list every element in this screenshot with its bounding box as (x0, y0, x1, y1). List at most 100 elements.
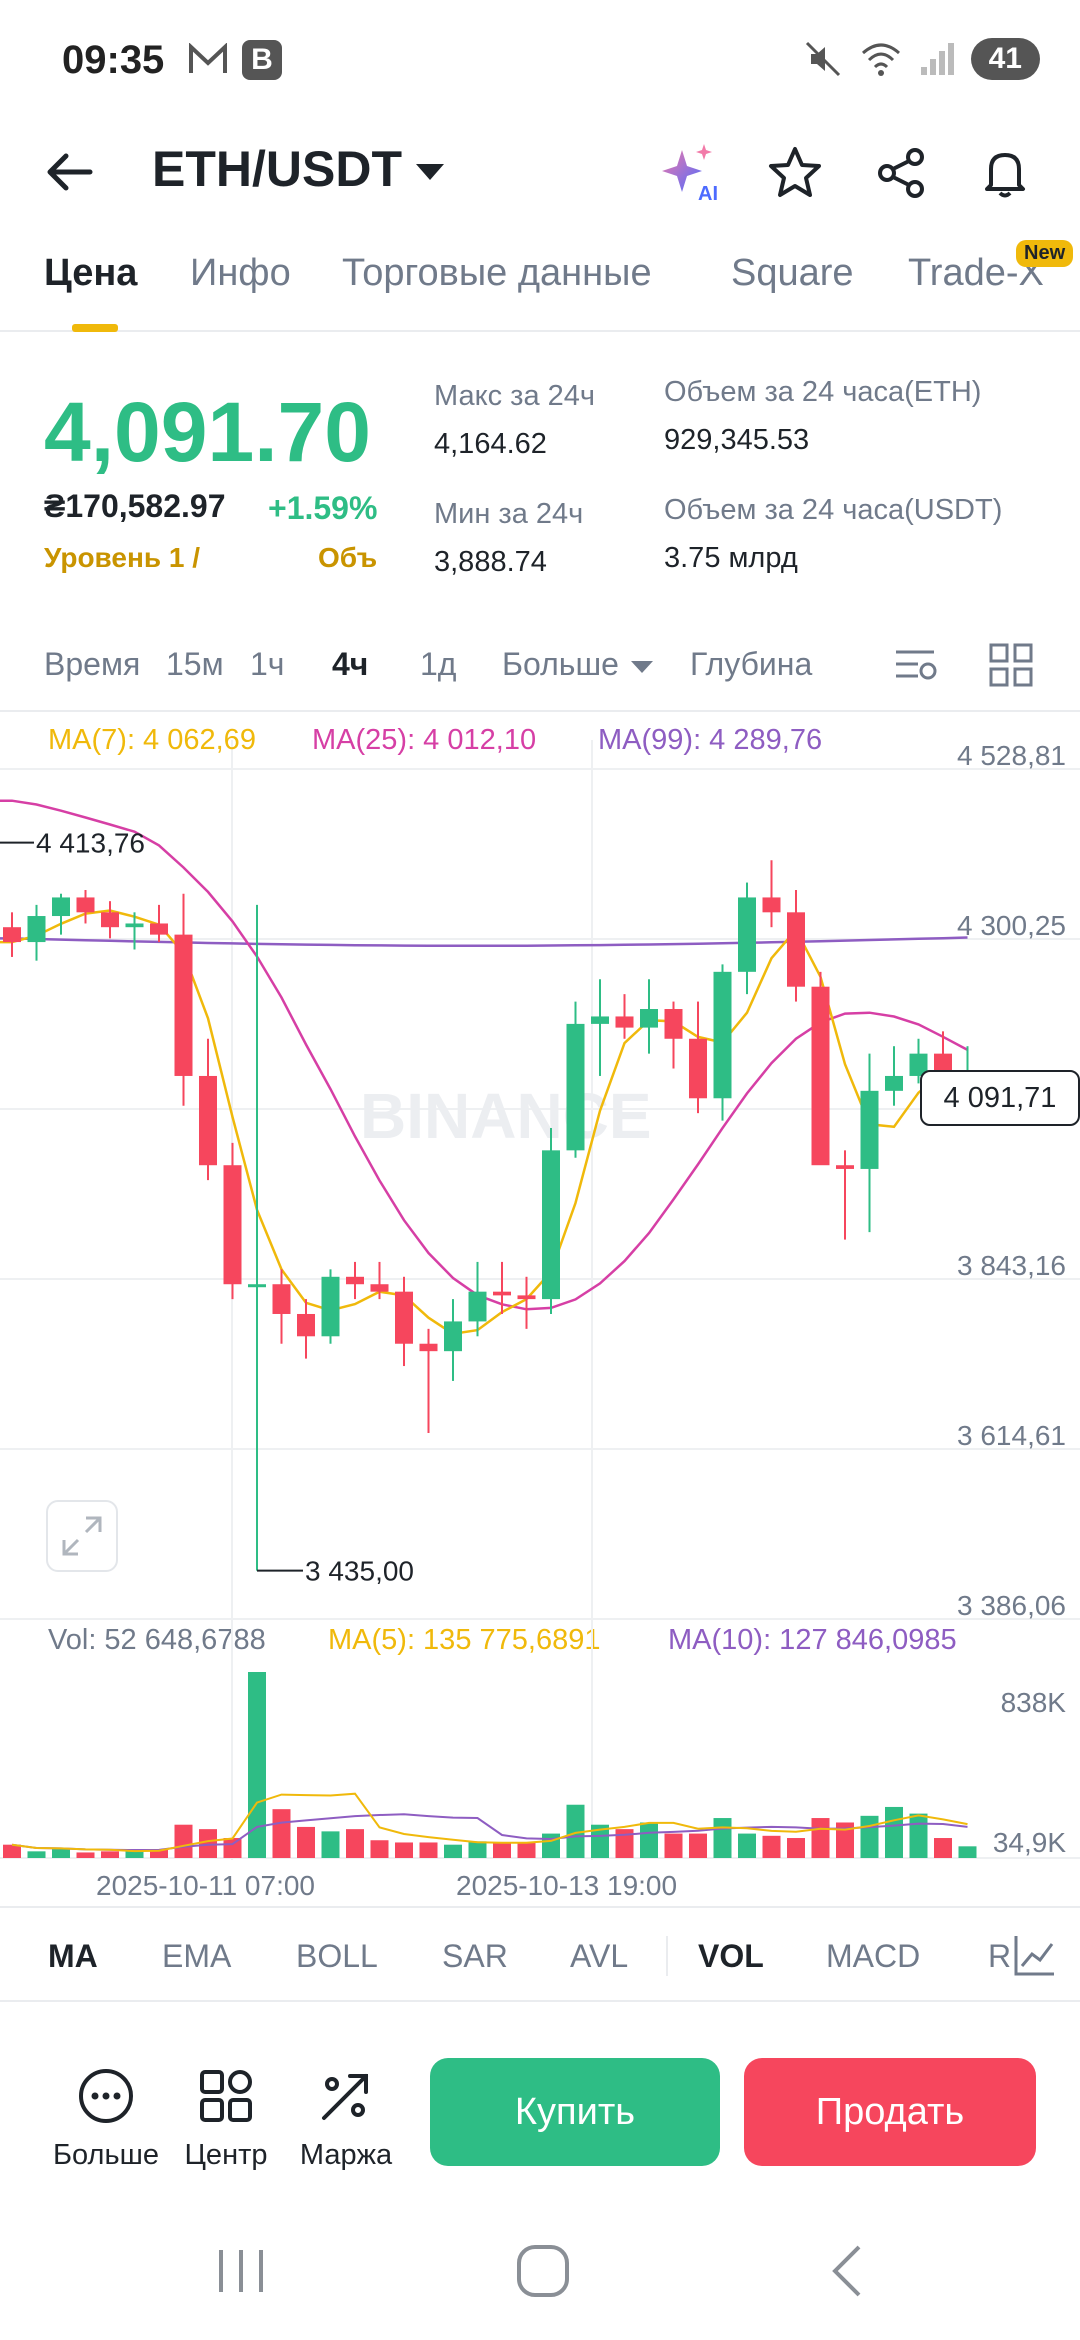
interval-15m[interactable]: 15м (166, 646, 224, 682)
candle-body (811, 986, 830, 1166)
center-action-label: Центр (184, 2139, 268, 2171)
tab-info[interactable]: Инфо (190, 252, 291, 294)
candlestick-chart[interactable]: 4 528,81 4 300,25 3 843,16 3 614,61 3 386,06… (0, 710, 1080, 1620)
candle-body (125, 923, 144, 928)
system-back-button[interactable] (802, 2236, 892, 2306)
indicator-ma[interactable]: MA (48, 1938, 98, 1974)
volume-bar (640, 1822, 658, 1858)
recent-apps-button[interactable] (196, 2236, 286, 2306)
expand-icon (62, 1516, 102, 1556)
ma99-legend: MA(99): 4 289,76 (598, 724, 823, 756)
indicator-rsi[interactable]: R (988, 1938, 1012, 1974)
y-tick-label: 3 386,06 (957, 1590, 1066, 1620)
low-24h-label: Мин за 24ч (434, 498, 584, 530)
layout-grid-button[interactable] (988, 642, 1034, 693)
volume-bar (444, 1844, 462, 1858)
grid-icon (989, 643, 1033, 687)
indicator-avl[interactable]: AVL (570, 1938, 629, 1974)
volume-bar (468, 1841, 487, 1858)
volume-bar (811, 1818, 830, 1858)
back-button[interactable] (40, 142, 100, 202)
indicator-vol[interactable]: VOL (698, 1938, 764, 1974)
volume-bar (738, 1833, 756, 1858)
low-marker-label: 3 435,00 (305, 1556, 414, 1587)
indicator-separator (666, 1936, 668, 1976)
candle-body (860, 1090, 879, 1169)
sell-button[interactable]: Продать (744, 2058, 1036, 2166)
share-button[interactable] (866, 138, 936, 208)
header: ETH/USDT AI (0, 120, 1080, 230)
status-notifications: B (188, 40, 282, 80)
fiat-price: ₴170,582.97 (44, 488, 226, 524)
indicator-bar: MA EMA BOLL SAR AVL VOL MACD R (0, 1906, 1080, 2002)
home-button[interactable] (498, 2236, 588, 2306)
volume-chart: 838K 34,9K (0, 1620, 1080, 1860)
volume-short-link[interactable]: Объ (318, 542, 378, 573)
candle-body (885, 1075, 903, 1091)
candle-body (517, 1295, 536, 1300)
candle-body (444, 1321, 462, 1352)
main-tabs: Цена Инфо Торговые данные Square Trade-X (0, 240, 1080, 332)
interval-1h[interactable]: 1ч (250, 646, 285, 682)
home-icon (517, 2245, 569, 2297)
volume-bar (787, 1838, 805, 1858)
caret-down-icon (416, 164, 444, 180)
volume-tick-label: 838K (1001, 1687, 1067, 1718)
volume-bar (615, 1829, 634, 1858)
volume-bar (199, 1829, 217, 1858)
buy-button[interactable]: Купить (430, 2058, 720, 2166)
mail-icon (189, 43, 227, 73)
favorite-button[interactable] (760, 138, 830, 208)
mute-icon (805, 41, 840, 77)
candle-body (664, 1009, 683, 1039)
more-label: Больше (502, 646, 619, 682)
tab-price[interactable]: Цена (44, 252, 138, 294)
share-icon (878, 148, 924, 198)
expand-chart-button[interactable] (46, 1500, 118, 1572)
current-price-tag[interactable]: 4 091,71 (920, 1070, 1080, 1126)
pair-selector[interactable]: ETH/USDT (152, 140, 444, 198)
high-24h-value: 4,164.62 (434, 428, 547, 460)
y-tick-label: 4 300,25 (957, 910, 1066, 941)
candle-body (101, 912, 119, 928)
indicator-boll[interactable]: BOLL (296, 1938, 378, 1974)
volume-bar (101, 1851, 119, 1858)
chart-settings-button[interactable] (894, 642, 940, 693)
indicator-macd[interactable]: MACD (826, 1938, 921, 1974)
last-price: 4,091.70 (44, 385, 371, 479)
center-action-button[interactable]: Центр (166, 2066, 286, 2172)
volume-bar (664, 1833, 683, 1858)
volume-bar (395, 1842, 413, 1858)
caret-down-icon (630, 660, 653, 673)
price-change-percent: +1.59% (268, 490, 378, 526)
margin-action-button[interactable]: Маржа (286, 2066, 406, 2172)
tab-trading-data[interactable]: Торговые данные (342, 252, 652, 294)
indicator-ema[interactable]: EMA (162, 1938, 232, 1974)
volume-bar (689, 1833, 707, 1858)
more-action-button[interactable]: Больше (46, 2066, 166, 2172)
alerts-button[interactable] (970, 138, 1040, 208)
indicator-sar[interactable]: SAR (442, 1938, 508, 1974)
volume-ma10-legend: MA(10): 127 846,0985 (668, 1624, 957, 1656)
volume-bar (52, 1849, 70, 1858)
time-label[interactable]: Время (44, 646, 141, 682)
vol-usdt-value: 3.75 млрд (664, 542, 798, 574)
pair-title: ETH/USDT (152, 141, 402, 197)
candle-body (150, 923, 168, 935)
candle-body (640, 1009, 658, 1028)
volume-bar (321, 1831, 340, 1858)
more-intervals-button[interactable]: Больше (502, 646, 653, 683)
level-link[interactable]: Уровень 1 / (44, 542, 201, 573)
candle-body (297, 1313, 315, 1337)
y-tick-label: 3 843,16 (957, 1250, 1066, 1281)
interval-4h[interactable]: 4ч (332, 646, 369, 682)
candle-body (223, 1165, 242, 1285)
vol-eth-value: 929,345.53 (664, 424, 810, 456)
chart-top-divider (0, 710, 1080, 712)
candle-body (738, 897, 756, 972)
interval-1d[interactable]: 1д (420, 646, 457, 682)
depth-tab[interactable]: Глубина (690, 646, 813, 682)
ai-button[interactable]: AI (656, 138, 726, 208)
tab-square[interactable]: Square (731, 252, 854, 294)
indicator-settings-button[interactable] (1012, 1932, 1058, 1983)
